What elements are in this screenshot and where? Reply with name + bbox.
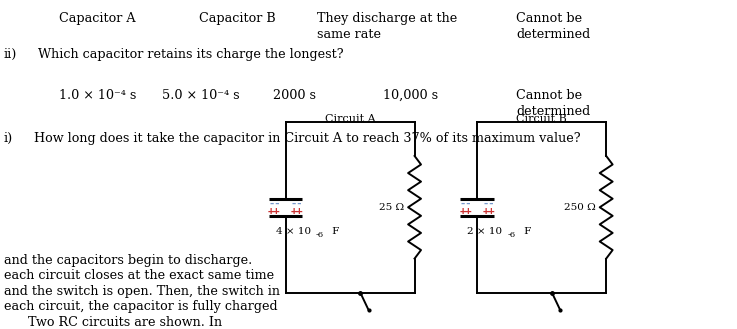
Text: i): i) xyxy=(4,132,13,145)
Text: ++: ++ xyxy=(482,206,495,216)
Text: Capacitor A: Capacitor A xyxy=(59,12,136,25)
Text: 1.0 × 10⁻⁴ s: 1.0 × 10⁻⁴ s xyxy=(59,89,136,102)
Text: 25 Ω: 25 Ω xyxy=(380,203,405,212)
Text: 4 × 10: 4 × 10 xyxy=(276,227,311,236)
Text: ++: ++ xyxy=(268,206,281,216)
Text: each circuit closes at the exact same time: each circuit closes at the exact same ti… xyxy=(4,269,274,283)
Text: Capacitor B: Capacitor B xyxy=(199,12,276,25)
Text: F: F xyxy=(329,227,340,236)
Text: and the capacitors begin to discharge.: and the capacitors begin to discharge. xyxy=(4,254,252,267)
Text: each circuit, the capacitor is fully charged: each circuit, the capacitor is fully cha… xyxy=(4,300,277,314)
Text: 250 Ω: 250 Ω xyxy=(565,203,596,212)
Text: Circuit A: Circuit A xyxy=(325,114,375,123)
Text: They discharge at the
same rate: They discharge at the same rate xyxy=(317,12,457,41)
Text: 10,000 s: 10,000 s xyxy=(383,89,439,102)
Text: Cannot be
determined: Cannot be determined xyxy=(516,12,590,41)
Text: ++: ++ xyxy=(290,206,303,216)
Text: Which capacitor retains its charge the longest?: Which capacitor retains its charge the l… xyxy=(26,48,343,61)
Text: 5.0 × 10⁻⁴ s: 5.0 × 10⁻⁴ s xyxy=(162,89,240,102)
Text: How long does it take the capacitor in Circuit A to reach 37% of its maximum val: How long does it take the capacitor in C… xyxy=(22,132,581,145)
Text: --: -- xyxy=(290,198,303,208)
Text: and the switch is open. Then, the switch in: and the switch is open. Then, the switch… xyxy=(4,285,279,298)
Text: Cannot be
determined: Cannot be determined xyxy=(516,89,590,118)
Text: 2 × 10: 2 × 10 xyxy=(467,227,503,236)
Text: 2000 s: 2000 s xyxy=(273,89,315,102)
Text: --: -- xyxy=(460,198,472,208)
Text: --: -- xyxy=(482,198,495,208)
Text: ++: ++ xyxy=(460,206,472,216)
Text: ii): ii) xyxy=(4,48,17,61)
Text: -6: -6 xyxy=(316,231,324,239)
Text: Circuit B: Circuit B xyxy=(517,114,567,123)
Text: --: -- xyxy=(268,198,281,208)
Text: F: F xyxy=(521,227,531,236)
Text: Two RC circuits are shown. In: Two RC circuits are shown. In xyxy=(4,316,222,329)
Text: -6: -6 xyxy=(508,231,516,239)
